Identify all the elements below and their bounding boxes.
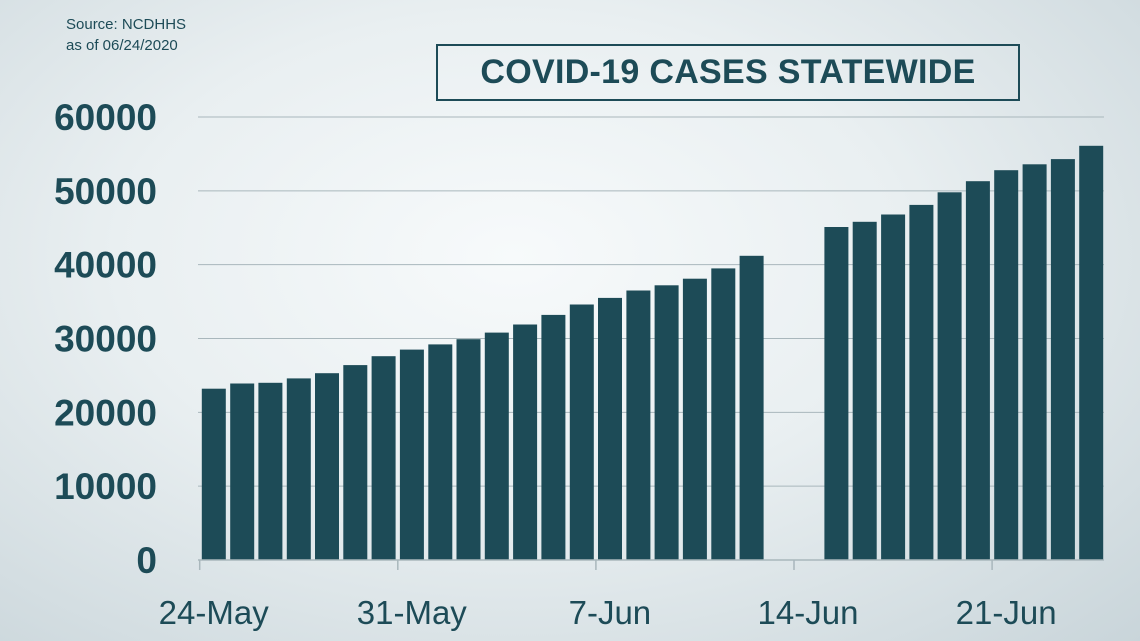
x-axis-labels: 24-May 31-May 7-Jun 14-Jun 21-Jun [159,594,1057,631]
bar-23-Jun [1050,159,1075,560]
bar-24-May [201,388,226,560]
y-tick-label: 10000 [54,466,157,507]
bar-19-Jun [937,192,962,561]
bar-15-Jun [824,227,849,560]
y-axis-labels: 0 10000 20000 30000 40000 50000 60000 [54,97,157,581]
bar-8-Jun [626,290,651,560]
y-tick-label: 40000 [54,245,157,286]
bar-11-Jun [711,268,736,560]
bar-12-Jun [739,255,764,561]
y-tick-label: 60000 [54,97,157,138]
bar-9-Jun [654,285,679,560]
bars [201,145,1104,561]
bar-10-Jun [682,278,707,560]
bar-6-Jun [569,304,594,560]
chart-title: COVID-19 CASES STATEWIDE [480,53,976,91]
bar-27-May [286,378,311,560]
x-tick-label: 14-Jun [758,594,859,631]
bar-20-Jun [965,181,990,560]
bar-21-Jun [994,170,1019,560]
bar-5-Jun [541,314,566,560]
x-tick-label: 21-Jun [956,594,1057,631]
bar-22-Jun [1022,164,1047,561]
as-of-date: as of 06/24/2020 [66,37,178,54]
bar-28-May [315,373,339,560]
bar-18-Jun [909,204,934,560]
source-line: Source: NCDHHS [66,16,187,33]
bar-17-Jun [881,214,906,560]
y-tick-label: 20000 [54,392,157,433]
source-note: Source: NCDHHS as of 06/24/2020 [66,14,186,56]
y-tick-label: 0 [136,540,157,581]
x-tick-label: 31-May [357,594,468,631]
bar-2-Jun [456,339,481,560]
bar-24-Jun [1079,145,1104,561]
y-tick-label: 50000 [54,171,157,212]
x-axis [198,559,1104,570]
bar-31-May [399,349,424,560]
bar-1-Jun [428,344,453,560]
bar-7-Jun [598,297,622,560]
bar-29-May [343,365,368,560]
chart-title-box: COVID-19 CASES STATEWIDE [436,44,1020,101]
x-tick-label: 7-Jun [569,594,652,631]
y-tick-label: 30000 [54,319,157,360]
bar-3-Jun [484,332,509,560]
bar-26-May [258,382,283,560]
bar-16-Jun [852,221,877,561]
x-tick-label: 24-May [159,594,270,631]
bar-25-May [230,383,255,560]
bar-4-Jun [513,324,538,560]
bar-30-May [371,356,396,560]
